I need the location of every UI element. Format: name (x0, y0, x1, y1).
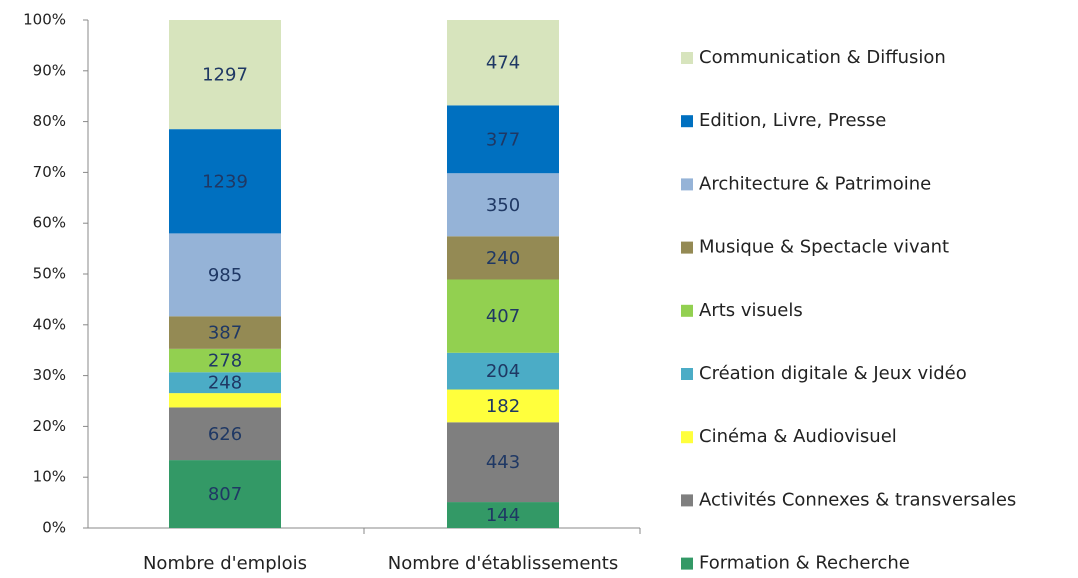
legend-label: Musique & Spectacle vivant (699, 237, 949, 258)
y-tick-label: 80% (33, 112, 66, 130)
bar-segment (447, 20, 559, 106)
bar-segment (169, 372, 281, 394)
y-tick-label: 30% (33, 366, 66, 384)
bar-segment (447, 279, 559, 353)
legend-label: Communication & Diffusion (699, 47, 946, 68)
legend-label: Edition, Livre, Presse (699, 110, 886, 131)
legend-swatch (681, 178, 693, 191)
y-tick-label: 20% (33, 417, 66, 435)
value-label: 350 (486, 195, 520, 216)
bar-segment (169, 393, 281, 408)
value-label: 807 (208, 484, 242, 505)
legend-swatch (681, 52, 693, 64)
legend-label: Cinéma & Audiovisuel (699, 426, 897, 447)
bar-segment (169, 20, 281, 130)
value-label: 144 (486, 505, 520, 526)
value-label: 1297 (202, 65, 248, 86)
legend-swatch (681, 557, 693, 570)
bar-segment (169, 316, 281, 349)
legend-swatch (681, 304, 693, 317)
bar-segment (169, 348, 281, 373)
value-label: 248 (208, 373, 242, 394)
value-label: 474 (486, 53, 520, 74)
value-label: 985 (208, 265, 242, 286)
value-label: 407 (486, 306, 520, 327)
y-tick-label: 0% (42, 519, 66, 537)
value-label: 204 (486, 361, 520, 382)
y-tick-label: 100% (23, 11, 66, 29)
value-label: 377 (486, 129, 520, 150)
legend-label: Formation & Recherche (699, 553, 910, 574)
bar-segment (447, 173, 559, 237)
value-label: 1239 (202, 171, 248, 192)
legend-swatch (681, 241, 693, 254)
x-tick-label: Nombre d'emplois (143, 553, 307, 574)
bar-segment (169, 460, 281, 528)
bar-segment (447, 422, 559, 503)
bar-segment (447, 389, 559, 423)
legend-swatch (681, 431, 693, 444)
value-label: 182 (486, 396, 520, 417)
y-tick-label: 70% (33, 163, 66, 181)
bar-segment (447, 352, 559, 390)
bar-segment (169, 407, 281, 461)
y-tick-label: 10% (33, 468, 66, 486)
value-label: 278 (208, 351, 242, 372)
value-label: 626 (208, 424, 242, 445)
y-tick-label: 50% (33, 265, 66, 283)
legend-swatch (681, 368, 693, 380)
y-tick-label: 40% (33, 315, 66, 333)
y-tick-label: 90% (33, 61, 66, 79)
bar-segment (447, 105, 559, 174)
legend-label: Activités Connexes & transversales (699, 489, 1016, 510)
legend-label: Arts visuels (699, 300, 803, 321)
value-label: 387 (208, 323, 242, 344)
legend-label: Création digitale & Jeux vidéo (699, 363, 967, 384)
x-tick-label: Nombre d'établissements (388, 553, 618, 574)
bar-segment (169, 129, 281, 234)
legend-swatch (681, 494, 693, 507)
legend-swatch (681, 115, 693, 128)
legend-label: Architecture & Patrimoine (699, 173, 931, 194)
value-label: 240 (486, 248, 520, 269)
bar-segment (169, 233, 281, 317)
bar-segment (447, 502, 559, 528)
y-tick-label: 60% (33, 214, 66, 232)
value-label: 443 (486, 452, 520, 473)
bar-segment (447, 236, 559, 280)
